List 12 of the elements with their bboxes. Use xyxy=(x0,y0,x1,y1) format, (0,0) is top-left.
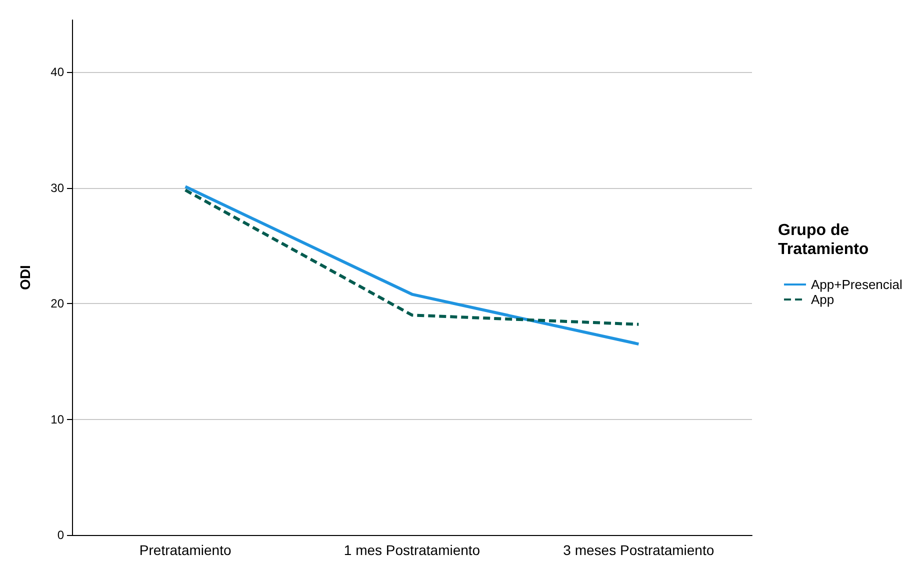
x-tick-label: Pretratamiento xyxy=(139,542,232,558)
y-tick-label: 40 xyxy=(50,65,64,80)
x-tick-label: 3 meses Postratamiento xyxy=(563,542,714,558)
y-tick-label: 0 xyxy=(57,528,64,542)
x-tick-label: 1 mes Postratamiento xyxy=(344,542,480,558)
y-tick-label: 10 xyxy=(50,412,64,426)
legend-label: App xyxy=(811,292,834,307)
y-axis-title: ODI xyxy=(17,265,33,290)
legend-title: Grupo de Tratamiento xyxy=(778,222,869,258)
legend-label: App+Presencial xyxy=(811,277,903,292)
y-tick-label: 20 xyxy=(50,296,64,311)
y-tick-label: 30 xyxy=(50,180,64,195)
